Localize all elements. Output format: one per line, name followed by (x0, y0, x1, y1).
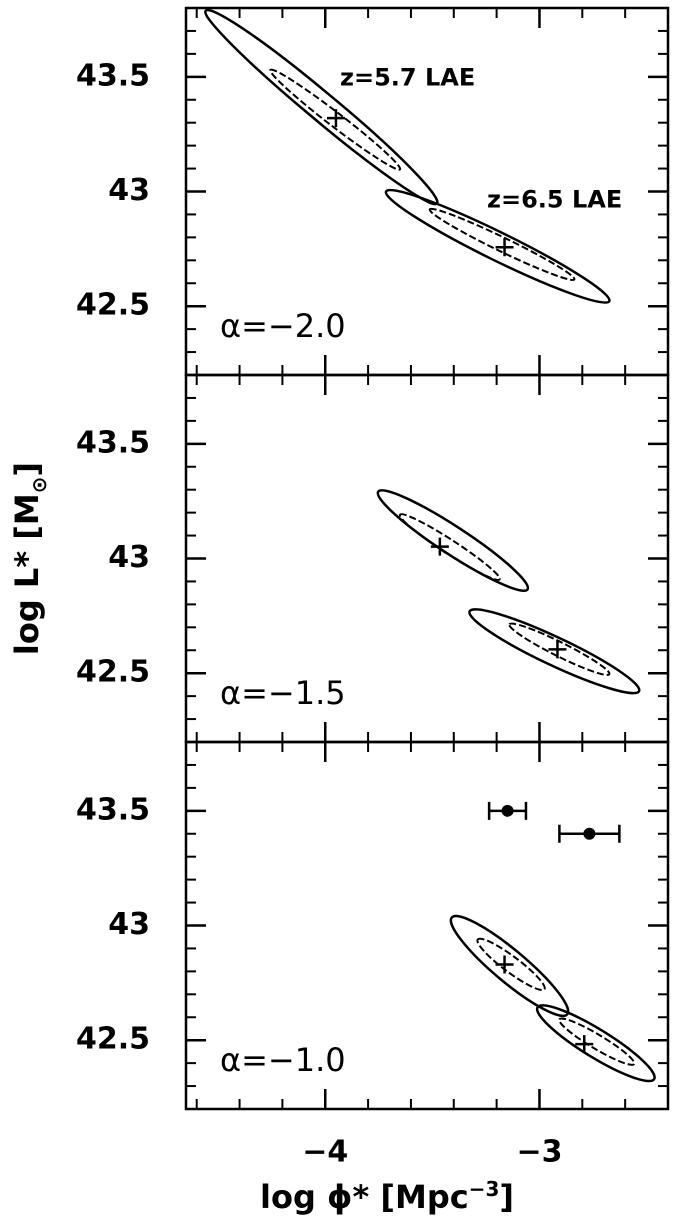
y-tick-label: 43.5 (76, 792, 150, 827)
contour (376, 489, 530, 592)
series-label: z=5.7 LAE (340, 64, 475, 92)
contour (476, 937, 546, 992)
x-axis-label-end: ] (499, 1178, 514, 1216)
y-tick-label: 42.5 (76, 1022, 150, 1057)
contour (508, 622, 611, 676)
best-fit (326, 109, 345, 128)
contour (558, 1017, 636, 1066)
x-axis-label-text: log ϕ* [Mpc (260, 1178, 469, 1216)
y-tick-label: 43 (108, 540, 150, 575)
contour (449, 914, 570, 1018)
y-axis-label-end: ] (8, 462, 46, 477)
point (583, 827, 596, 840)
y-axis-label: log L* [M⊙] (8, 462, 51, 655)
x-tick-label: −3 (516, 1135, 562, 1170)
y-axis-label-text: log L* [M (8, 493, 46, 655)
y-tick-label: 43 (108, 173, 150, 208)
contour (204, 8, 439, 206)
panel-annotation: α=−1.0 (220, 1041, 346, 1079)
y-tick-label: 42.5 (76, 655, 150, 690)
series-label: z=6.5 LAE (487, 186, 622, 214)
best-fit (548, 640, 567, 659)
x-axis-label-sup: −3 (469, 1177, 500, 1201)
y-tick-label: 43.5 (76, 58, 150, 93)
contour (269, 68, 402, 171)
panel-annotation: α=−1.5 (220, 674, 346, 712)
best-fit (430, 537, 449, 556)
contour (535, 1004, 656, 1083)
panel-annotation: α=−2.0 (220, 307, 346, 345)
y-tick-label: 42.5 (76, 288, 150, 323)
x-tick-label: −4 (302, 1135, 348, 1170)
y-tick-label: 43 (108, 907, 150, 942)
contour (384, 188, 611, 304)
y-axis-label-sub: ⊙ (27, 477, 51, 494)
point (501, 804, 514, 817)
contour (398, 513, 501, 581)
best-fit (575, 1035, 594, 1054)
best-fit (495, 238, 514, 257)
x-axis-label: log ϕ* [Mpc−3] (260, 1177, 514, 1216)
y-tick-label: 43.5 (76, 425, 150, 460)
contour (468, 608, 641, 695)
best-fit (495, 955, 514, 974)
contour (428, 207, 576, 281)
